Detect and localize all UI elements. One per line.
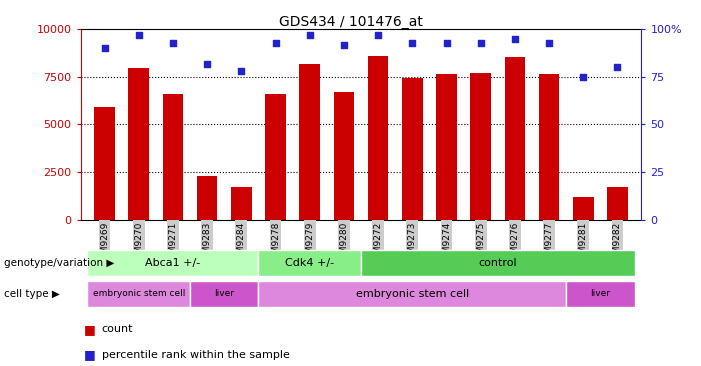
Bar	[265, 94, 286, 220]
Text: ■: ■	[84, 323, 96, 336]
Point	[236, 68, 247, 74]
Bar	[95, 107, 115, 220]
Point	[99, 45, 110, 51]
Text: GSM9276: GSM9276	[510, 221, 519, 265]
Point	[304, 32, 315, 38]
Bar	[539, 74, 559, 220]
Text: GSM9270: GSM9270	[135, 221, 143, 265]
Point	[201, 61, 212, 67]
Text: Abca1 +/-: Abca1 +/-	[145, 258, 200, 268]
Text: liver: liver	[590, 289, 611, 298]
Bar	[197, 176, 217, 220]
Point	[270, 40, 281, 45]
Point	[543, 40, 554, 45]
Bar	[163, 94, 183, 220]
Point	[168, 40, 179, 45]
Bar	[436, 74, 457, 220]
Bar	[361, 250, 634, 276]
Text: GSM9269: GSM9269	[100, 221, 109, 265]
Text: genotype/variation ▶: genotype/variation ▶	[4, 258, 114, 268]
Text: GSM9271: GSM9271	[168, 221, 177, 265]
Text: GDS434 / 101476_at: GDS434 / 101476_at	[278, 15, 423, 29]
Point	[339, 42, 350, 48]
Bar	[505, 57, 525, 220]
Text: GSM9281: GSM9281	[579, 221, 587, 265]
Text: percentile rank within the sample: percentile rank within the sample	[102, 350, 290, 360]
Text: liver: liver	[215, 289, 234, 298]
Point	[578, 74, 589, 80]
Text: GSM9284: GSM9284	[237, 221, 246, 265]
Bar	[470, 73, 491, 220]
Text: embryonic stem cell: embryonic stem cell	[93, 289, 185, 298]
Text: Cdk4 +/-: Cdk4 +/-	[285, 258, 334, 268]
Bar	[566, 281, 634, 307]
Point	[133, 32, 144, 38]
Point	[475, 40, 486, 45]
Text: GSM9277: GSM9277	[545, 221, 554, 265]
Text: GSM9278: GSM9278	[271, 221, 280, 265]
Text: GSM9279: GSM9279	[305, 221, 314, 265]
Point	[372, 32, 383, 38]
Bar	[368, 56, 388, 220]
Bar	[259, 250, 361, 276]
Bar	[190, 281, 259, 307]
Text: ■: ■	[84, 348, 96, 362]
Text: GSM9274: GSM9274	[442, 221, 451, 265]
Bar	[128, 68, 149, 220]
Bar	[88, 281, 190, 307]
Text: GSM9272: GSM9272	[374, 221, 383, 265]
Text: GSM9275: GSM9275	[476, 221, 485, 265]
Text: GSM9280: GSM9280	[339, 221, 348, 265]
Point	[441, 40, 452, 45]
Bar	[299, 64, 320, 220]
Bar	[231, 187, 252, 220]
Text: cell type ▶: cell type ▶	[4, 289, 60, 299]
Text: embryonic stem cell: embryonic stem cell	[355, 289, 469, 299]
Bar	[259, 281, 566, 307]
Text: GSM9283: GSM9283	[203, 221, 212, 265]
Point	[407, 40, 418, 45]
Point	[510, 36, 521, 42]
Bar	[573, 197, 594, 220]
Point	[612, 64, 623, 70]
Text: control: control	[479, 258, 517, 268]
Text: GSM9282: GSM9282	[613, 221, 622, 265]
Bar	[88, 250, 259, 276]
Bar	[607, 187, 627, 220]
Bar	[402, 78, 423, 220]
Text: GSM9273: GSM9273	[408, 221, 417, 265]
Text: count: count	[102, 324, 133, 335]
Bar	[334, 92, 354, 220]
